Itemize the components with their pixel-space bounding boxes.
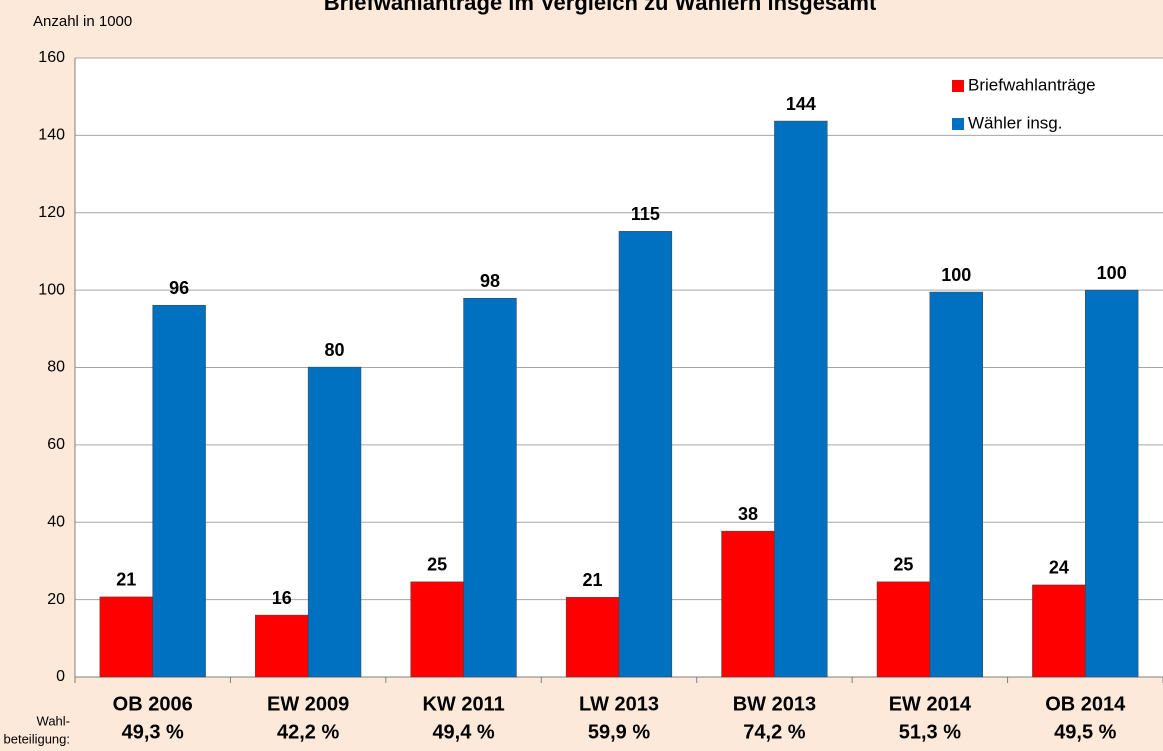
bar (774, 120, 828, 678)
y-tick-label: 20 (47, 591, 65, 608)
x-tick-label: OB 2014 (1045, 693, 1126, 715)
data-label: 100 (941, 265, 971, 285)
bar (876, 581, 931, 678)
x-tick-label: OB 2006 (113, 693, 193, 715)
bar (255, 614, 309, 678)
legend-label: Briefwahlanträge (968, 75, 1096, 94)
x-tick-label: EW 2014 (889, 693, 972, 715)
bar (463, 297, 517, 678)
legend-swatch (952, 80, 964, 92)
bar (1085, 289, 1139, 678)
bar (565, 597, 620, 678)
x-tick-label: LW 2013 (579, 693, 659, 715)
y-tick-label: 160 (38, 49, 65, 66)
data-label: 96 (169, 278, 189, 298)
y-tick-label: 120 (38, 204, 65, 221)
y-tick-label: 80 (47, 359, 65, 376)
turnout-label: 51,3 % (899, 721, 961, 743)
turnout-label: 74,2 % (743, 721, 805, 743)
turnout-title: beteiligung: (4, 731, 71, 746)
y-tick-label: 40 (47, 513, 65, 530)
data-label: 21 (116, 570, 136, 590)
y-tick-label: 140 (38, 127, 65, 144)
turnout-title: Wahl- (37, 713, 70, 728)
data-label: 24 (1049, 558, 1069, 578)
data-label: 144 (786, 94, 816, 114)
x-tick-label: EW 2009 (267, 693, 349, 715)
y-tick-label: 0 (56, 668, 65, 685)
turnout-label: 49,5 % (1054, 721, 1116, 743)
data-label: 25 (893, 555, 913, 575)
bar (721, 530, 775, 678)
chart-title: Briefwahlanträge im Vergleich zu Wählern… (324, 0, 877, 15)
bar (1032, 584, 1086, 678)
turnout-label: 42,2 % (277, 721, 339, 743)
data-label: 25 (427, 555, 447, 575)
turnout-label: 49,4 % (432, 721, 494, 743)
turnout-label: 59,9 % (588, 721, 650, 743)
data-label: 80 (325, 340, 345, 360)
x-tick-label: KW 2011 (422, 693, 504, 715)
bar (307, 366, 362, 678)
x-tick-label: BW 2013 (733, 693, 816, 715)
data-label: 98 (480, 271, 500, 291)
legend-label: Wähler insg. (968, 113, 1062, 132)
bar (929, 291, 983, 678)
turnout-label: 49,3 % (122, 721, 184, 743)
y-tick-label: 60 (47, 436, 65, 453)
data-label: 21 (583, 570, 603, 590)
bar (152, 304, 206, 678)
data-label: 100 (1097, 263, 1127, 283)
bar (99, 596, 153, 678)
y-tick-label: 100 (38, 281, 65, 298)
data-label: 16 (272, 588, 292, 608)
data-label: 38 (738, 504, 758, 524)
y-axis-title: Anzahl in 1000 (33, 13, 132, 30)
data-label: 115 (631, 204, 660, 224)
bar (618, 231, 673, 678)
legend-swatch (952, 118, 964, 130)
bar (410, 581, 464, 678)
